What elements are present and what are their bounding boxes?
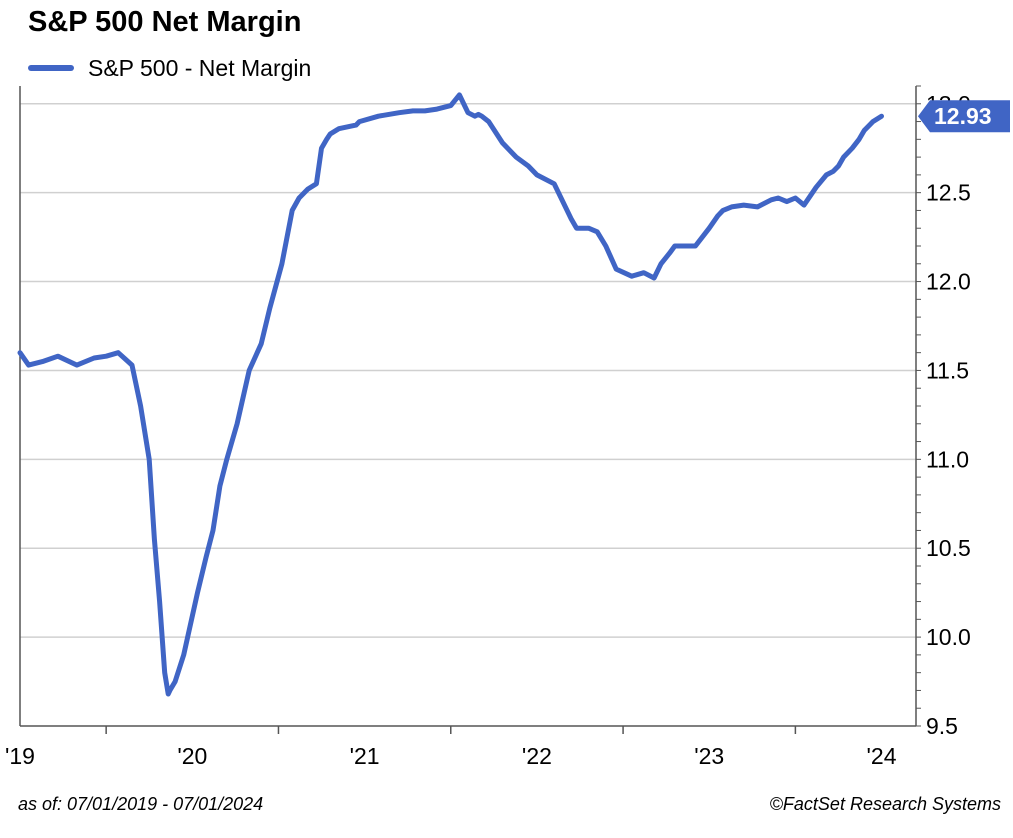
last-value-label: 12.93	[934, 103, 992, 129]
last-value-callout: 12.93	[918, 100, 1010, 133]
y-tick-label: 11.5	[926, 357, 969, 383]
date-range-note: as of: 07/01/2019 - 07/01/2024	[18, 794, 264, 814]
grid-lines	[20, 103, 916, 638]
x-tick-label: '23	[694, 743, 724, 769]
y-tick-label: 9.5	[926, 713, 958, 739]
series-layer	[17, 92, 884, 697]
axes	[19, 86, 917, 727]
chart-title: S&P 500 Net Margin	[28, 6, 302, 38]
series-line	[17, 92, 884, 697]
x-tick-label: '21	[350, 743, 380, 769]
x-axis-ticks: '19 '20 '21 '22 '23 '24	[5, 726, 897, 769]
x-tick-label: '24	[867, 743, 897, 769]
source-credit: ©FactSet Research Systems	[769, 794, 1001, 814]
y-tick-label: 11.0	[926, 446, 969, 472]
x-tick-label: '22	[522, 743, 552, 769]
legend-swatch	[28, 65, 74, 71]
y-tick-label: 12.5	[926, 180, 971, 206]
y-tick-label: 10.0	[926, 624, 971, 650]
last-value-badge	[918, 100, 1010, 133]
legend: S&P 500 - Net Margin	[28, 54, 311, 82]
y-tick-label: 12.0	[926, 269, 971, 295]
line-chart: '19 '20 '21 '22 '23 '24 9.5 10.0 10.5 11.0 11.5 12…	[5, 85, 1010, 769]
y-axis-ticks: 9.510.010.511.011.512.012.513.0	[916, 85, 971, 739]
y-tick-label: 10.5	[926, 535, 971, 561]
x-tick-label: '19	[5, 743, 35, 769]
legend-label: S&P 500 - Net Margin	[88, 54, 312, 81]
x-tick-label: '20	[177, 743, 207, 769]
